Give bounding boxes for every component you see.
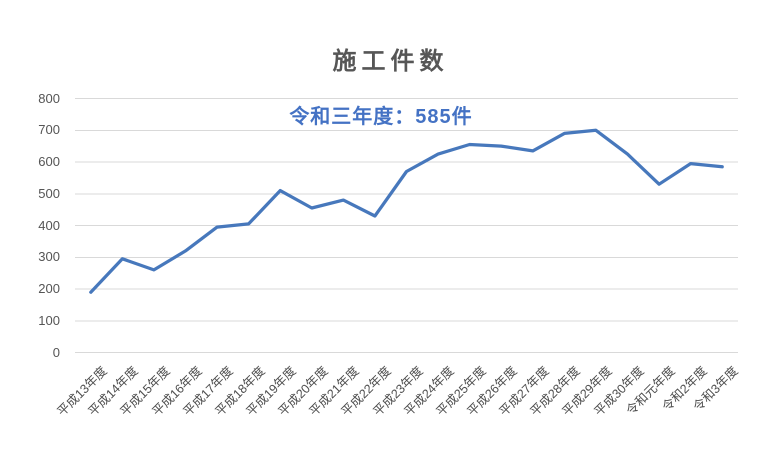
y-tick-label: 200 [38, 281, 60, 296]
y-tick-label: 700 [38, 122, 60, 138]
y-tick-label: 400 [38, 217, 60, 233]
y-tick-label: 600 [38, 154, 60, 169]
y-tick-label: 0 [52, 344, 60, 360]
y-tick-label: 800 [38, 90, 60, 106]
data-series-line [89, 128, 724, 294]
y-tick-label: 300 [38, 249, 60, 265]
y-tick-label: 100 [38, 312, 60, 328]
chart-annotation: 令和三年度：585件 [289, 106, 473, 128]
y-tick-label: 500 [38, 185, 60, 201]
gridlines [75, 98, 738, 353]
chart-title: 施工件数 [332, 48, 449, 75]
